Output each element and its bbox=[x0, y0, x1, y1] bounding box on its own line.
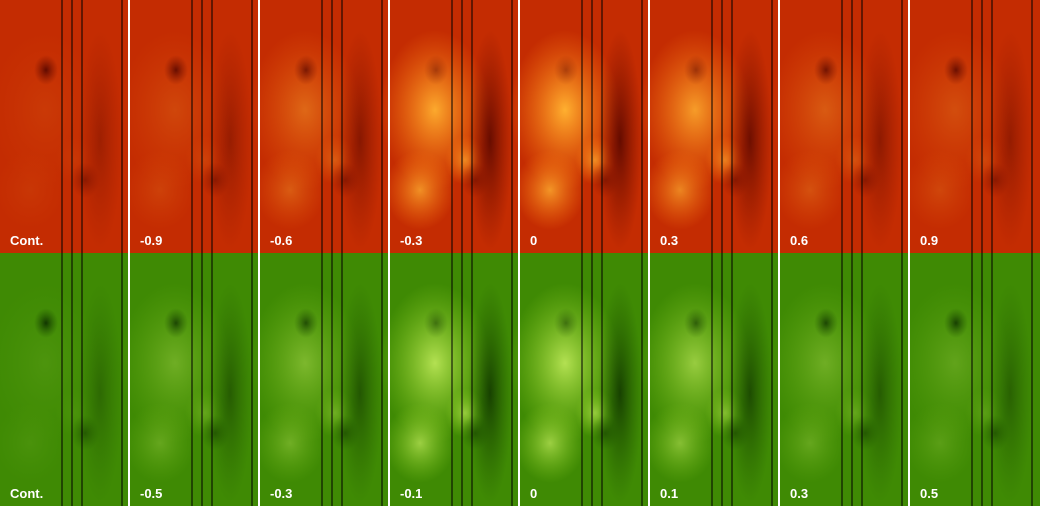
dark-region bbox=[331, 162, 359, 198]
wavelength-label: -0.3 bbox=[270, 486, 292, 501]
wavelength-label: 0.5 bbox=[920, 486, 938, 501]
sunspot bbox=[814, 55, 838, 85]
wavelength-label: -0.9 bbox=[140, 233, 162, 248]
dark-lane bbox=[468, 283, 512, 503]
sunspot bbox=[944, 308, 968, 338]
sunspot bbox=[684, 308, 708, 338]
dark-lane bbox=[338, 283, 382, 503]
wavelength-label: 0.9 bbox=[920, 233, 938, 248]
dark-lane bbox=[78, 30, 122, 250]
dark-lane bbox=[78, 283, 122, 503]
dark-region bbox=[201, 162, 229, 198]
wavelength-label: Cont. bbox=[10, 486, 43, 501]
image-panel: Cont. bbox=[0, 0, 130, 253]
bright-region bbox=[255, 150, 325, 230]
bright-region bbox=[385, 150, 455, 230]
image-panel: -0.5 bbox=[120, 253, 260, 506]
dark-region bbox=[591, 162, 619, 198]
dark-region bbox=[981, 162, 1009, 198]
sunspot bbox=[684, 55, 708, 85]
sunspot bbox=[424, 55, 448, 85]
image-panel: Cont. bbox=[0, 253, 130, 506]
image-panel: -0.3 bbox=[380, 0, 520, 253]
bright-region bbox=[255, 403, 325, 483]
sunspot bbox=[164, 55, 188, 85]
image-panel: 0 bbox=[510, 0, 650, 253]
image-panel: -0.3 bbox=[250, 253, 390, 506]
bright-region bbox=[515, 403, 585, 483]
dark-region bbox=[71, 162, 99, 198]
bright-region bbox=[905, 150, 975, 230]
dark-region bbox=[851, 415, 879, 451]
wavelength-label: -0.5 bbox=[140, 486, 162, 501]
bright-region bbox=[645, 150, 715, 230]
sunspot bbox=[554, 308, 578, 338]
dark-lane bbox=[728, 30, 772, 250]
dark-region bbox=[721, 415, 749, 451]
image-panel: 0.3 bbox=[640, 0, 780, 253]
bright-region bbox=[125, 403, 195, 483]
dark-region bbox=[721, 162, 749, 198]
bright-region bbox=[0, 150, 65, 230]
sunspot bbox=[164, 308, 188, 338]
wavelength-label: 0.3 bbox=[790, 486, 808, 501]
dark-lane bbox=[988, 283, 1032, 503]
image-panel: 0.9 bbox=[900, 0, 1040, 253]
sunspot bbox=[814, 308, 838, 338]
dark-region bbox=[71, 415, 99, 451]
sunspot bbox=[34, 55, 58, 85]
bright-region bbox=[775, 403, 845, 483]
wavelength-label: Cont. bbox=[10, 233, 43, 248]
bright-region bbox=[905, 403, 975, 483]
dark-lane bbox=[468, 30, 512, 250]
image-panel: 0 bbox=[510, 253, 650, 506]
dark-region bbox=[591, 415, 619, 451]
dark-lane bbox=[598, 30, 642, 250]
sunspot bbox=[554, 55, 578, 85]
dark-lane bbox=[208, 30, 252, 250]
wavelength-label: 0 bbox=[530, 486, 537, 501]
sunspot bbox=[944, 55, 968, 85]
dark-lane bbox=[858, 283, 902, 503]
dark-lane bbox=[208, 283, 252, 503]
image-panel: -0.1 bbox=[380, 253, 520, 506]
dark-lane bbox=[858, 30, 902, 250]
bright-region bbox=[385, 403, 455, 483]
dark-region bbox=[461, 415, 489, 451]
image-panel: -0.6 bbox=[250, 0, 390, 253]
wavelength-label: -0.3 bbox=[400, 233, 422, 248]
dark-region bbox=[851, 162, 879, 198]
wavelength-label: 0.3 bbox=[660, 233, 678, 248]
dark-region bbox=[331, 415, 359, 451]
dark-lane bbox=[728, 283, 772, 503]
wavelength-label: -0.6 bbox=[270, 233, 292, 248]
bright-region bbox=[645, 403, 715, 483]
sunspot bbox=[294, 308, 318, 338]
dark-lane bbox=[988, 30, 1032, 250]
bright-region bbox=[515, 150, 585, 230]
image-panel: 0.5 bbox=[900, 253, 1040, 506]
image-panel: 0.6 bbox=[770, 0, 910, 253]
image-panel: 0.3 bbox=[770, 253, 910, 506]
wavelength-label: 0.1 bbox=[660, 486, 678, 501]
dark-region bbox=[201, 415, 229, 451]
image-panel: -0.9 bbox=[120, 0, 260, 253]
image-panel: 0.1 bbox=[640, 253, 780, 506]
sunspot bbox=[294, 55, 318, 85]
dark-lane bbox=[598, 283, 642, 503]
bright-region bbox=[0, 403, 65, 483]
dark-region bbox=[461, 162, 489, 198]
dark-lane bbox=[338, 30, 382, 250]
sunspot bbox=[34, 308, 58, 338]
bright-region bbox=[775, 150, 845, 230]
wavelength-label: 0 bbox=[530, 233, 537, 248]
wavelength-label: -0.1 bbox=[400, 486, 422, 501]
bright-region bbox=[125, 150, 195, 230]
sunspot bbox=[424, 308, 448, 338]
wavelength-label: 0.6 bbox=[790, 233, 808, 248]
dark-region bbox=[981, 415, 1009, 451]
